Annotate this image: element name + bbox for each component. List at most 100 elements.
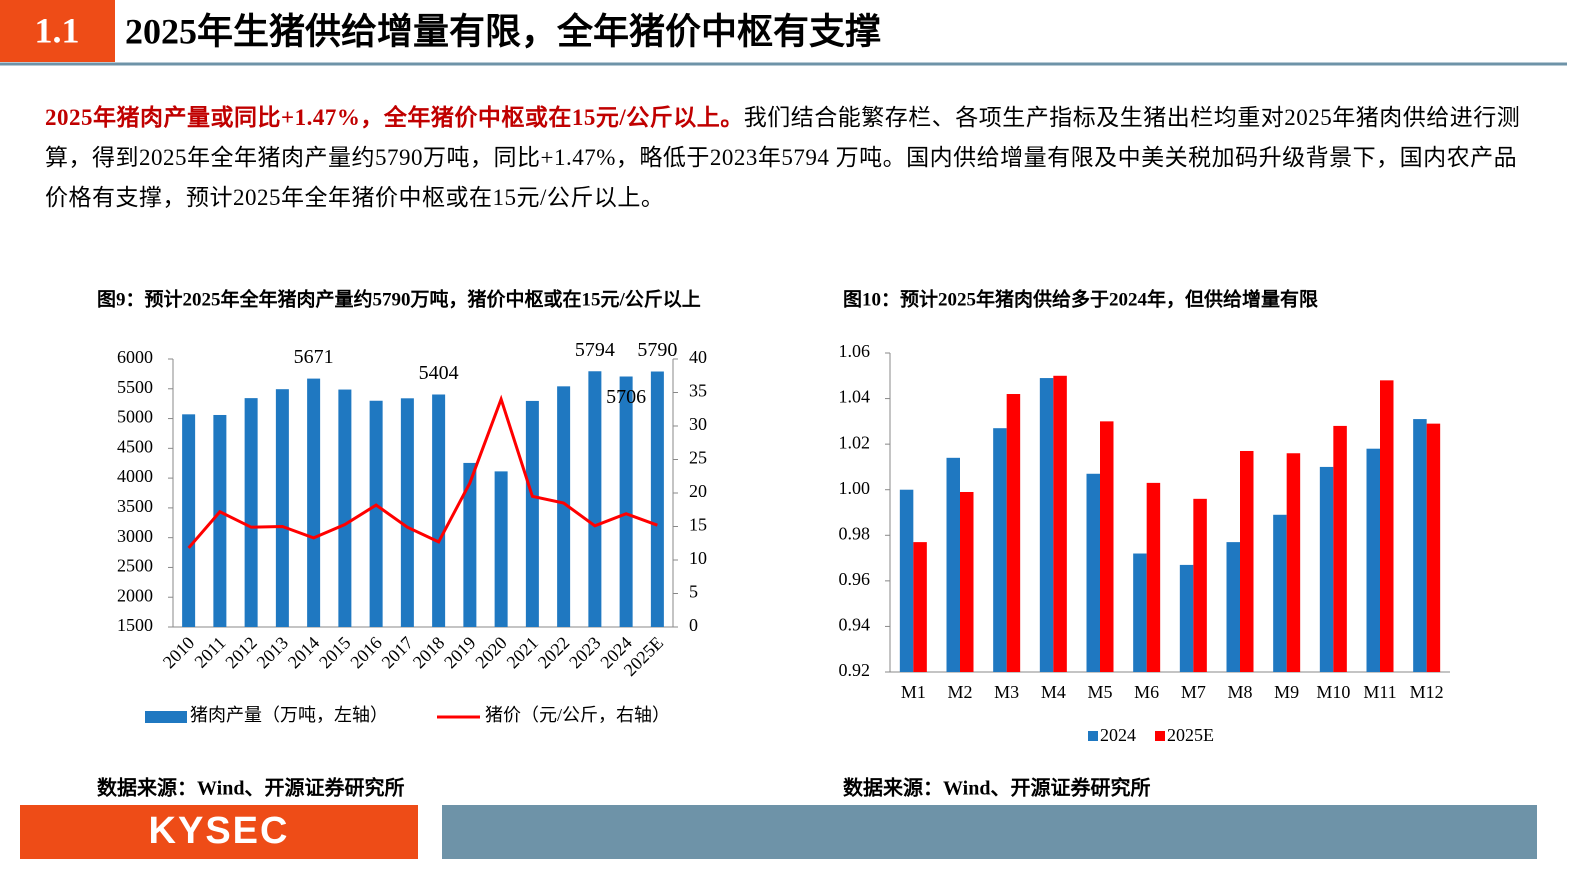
summary-body: 我们结合能繁存栏、各项生产指标及生猪出栏均重对2025年猪肉供给进行测算，得到2… bbox=[45, 105, 1521, 210]
x-tick-label: 2019 bbox=[440, 633, 480, 673]
legend-label: 2024 bbox=[1100, 725, 1136, 745]
y-tick-label: 1500 bbox=[117, 615, 153, 635]
y2-tick-label: 20 bbox=[689, 481, 707, 501]
source: 数据来源：Wind、开源证券研究所 bbox=[97, 776, 404, 800]
value-label: 5794 bbox=[575, 339, 615, 361]
bar bbox=[993, 428, 1007, 672]
legend-swatch bbox=[1088, 731, 1098, 741]
bar bbox=[960, 491, 974, 672]
x-tick-label: 2014 bbox=[284, 633, 324, 673]
y2-tick-label: 10 bbox=[689, 548, 707, 568]
slide-title: 2025年生猪供给增量有限，全年猪价中枢有支撑 bbox=[125, 10, 881, 51]
y2-tick-label: 35 bbox=[689, 381, 707, 401]
y-tick-label: 0.92 bbox=[839, 660, 871, 680]
x-tick-label: M4 bbox=[1041, 682, 1066, 702]
bar bbox=[946, 457, 960, 672]
bar bbox=[1226, 542, 1240, 672]
bar bbox=[369, 400, 383, 627]
value-label: 5706 bbox=[606, 386, 646, 408]
y-tick-label: 1.04 bbox=[839, 387, 871, 407]
y-tick-label: 5500 bbox=[117, 377, 153, 397]
y-tick-label: 6000 bbox=[117, 347, 153, 367]
section-box bbox=[0, 0, 115, 62]
y2-tick-label: 5 bbox=[689, 582, 698, 602]
x-tick-label: M8 bbox=[1227, 682, 1252, 702]
x-tick-label: M1 bbox=[901, 682, 926, 702]
x-tick-label: 2018 bbox=[409, 633, 449, 673]
value-label: 5404 bbox=[419, 362, 459, 384]
y-tick-label: 1.00 bbox=[839, 478, 871, 498]
bar bbox=[1413, 419, 1427, 672]
x-tick-label: 2010 bbox=[159, 633, 199, 673]
y-tick-label: 0.94 bbox=[839, 615, 871, 635]
legend-swatch bbox=[145, 711, 187, 723]
x-tick-label: M3 bbox=[994, 682, 1019, 702]
y2-tick-label: 25 bbox=[689, 448, 707, 468]
price-line bbox=[187, 394, 658, 549]
bar bbox=[1179, 564, 1194, 672]
bar bbox=[463, 462, 477, 627]
bar bbox=[1319, 466, 1334, 672]
bar bbox=[588, 371, 602, 627]
y-tick-label: 2500 bbox=[117, 556, 153, 576]
bar bbox=[307, 378, 321, 627]
y2-tick-label: 15 bbox=[689, 515, 707, 535]
x-tick-label: M7 bbox=[1181, 682, 1206, 702]
bar bbox=[619, 376, 633, 627]
y-tick-label: 3500 bbox=[117, 496, 153, 516]
y-tick-label: 4000 bbox=[117, 466, 153, 486]
bar bbox=[400, 398, 414, 627]
bar bbox=[182, 414, 196, 627]
section-number: 1.1 bbox=[35, 10, 80, 50]
bar bbox=[1006, 394, 1021, 672]
bar bbox=[494, 471, 508, 627]
source: 数据来源：Wind、开源证券研究所 bbox=[843, 776, 1150, 800]
y-tick-label: 1.06 bbox=[839, 341, 871, 361]
bar bbox=[1146, 482, 1161, 672]
y-tick-label: 4500 bbox=[117, 436, 153, 456]
bar bbox=[1193, 498, 1207, 672]
bar bbox=[213, 414, 227, 627]
x-tick-label: 2022 bbox=[534, 633, 574, 673]
footer-logo: KYSEC bbox=[149, 810, 290, 852]
bar bbox=[1086, 473, 1100, 672]
summary: 2025年猪肉产量或同比+1.47%，全年猪价中枢或在15元/公斤以上。我们结合… bbox=[45, 98, 1525, 218]
bar bbox=[1133, 553, 1147, 672]
bar bbox=[899, 489, 914, 672]
y2-tick-label: 40 bbox=[689, 347, 707, 367]
legend-label: 猪价（元/公斤，右轴） bbox=[485, 705, 670, 725]
bar bbox=[1240, 450, 1254, 672]
x-tick-label: M11 bbox=[1363, 682, 1396, 702]
bar bbox=[244, 398, 258, 627]
x-tick-label: 2017 bbox=[378, 633, 418, 673]
x-tick-label: M9 bbox=[1274, 682, 1299, 702]
x-tick-label: 2011 bbox=[190, 633, 229, 672]
bar bbox=[1273, 514, 1287, 672]
y-tick-label: 0.96 bbox=[839, 569, 871, 589]
bar bbox=[1380, 380, 1394, 672]
bar bbox=[913, 542, 927, 672]
footer-logo-box bbox=[20, 805, 418, 859]
legend-label: 猪肉产量（万吨，左轴） bbox=[190, 705, 388, 725]
bar bbox=[650, 371, 664, 627]
x-tick-label: 2015 bbox=[315, 633, 355, 673]
x-tick-label: 2020 bbox=[471, 633, 511, 673]
bar bbox=[1286, 453, 1301, 672]
footer-bar bbox=[442, 805, 1537, 859]
x-tick-label: M2 bbox=[947, 682, 972, 702]
bar bbox=[1100, 421, 1114, 672]
x-tick-label: 2016 bbox=[346, 633, 386, 673]
chart-title: 图10：预计2025年猪肉供给多于2024年，但供给增量有限 bbox=[843, 287, 1318, 310]
x-tick-label: M12 bbox=[1410, 682, 1444, 702]
y-tick-label: 0.98 bbox=[839, 523, 871, 543]
bar bbox=[525, 400, 539, 627]
x-tick-label: 2012 bbox=[221, 633, 261, 673]
bar bbox=[338, 389, 352, 627]
legend-label: 2025E bbox=[1167, 725, 1214, 745]
bar bbox=[275, 389, 289, 627]
x-tick-label: 2021 bbox=[503, 633, 543, 673]
bar bbox=[1053, 375, 1067, 672]
bar bbox=[1426, 423, 1441, 672]
